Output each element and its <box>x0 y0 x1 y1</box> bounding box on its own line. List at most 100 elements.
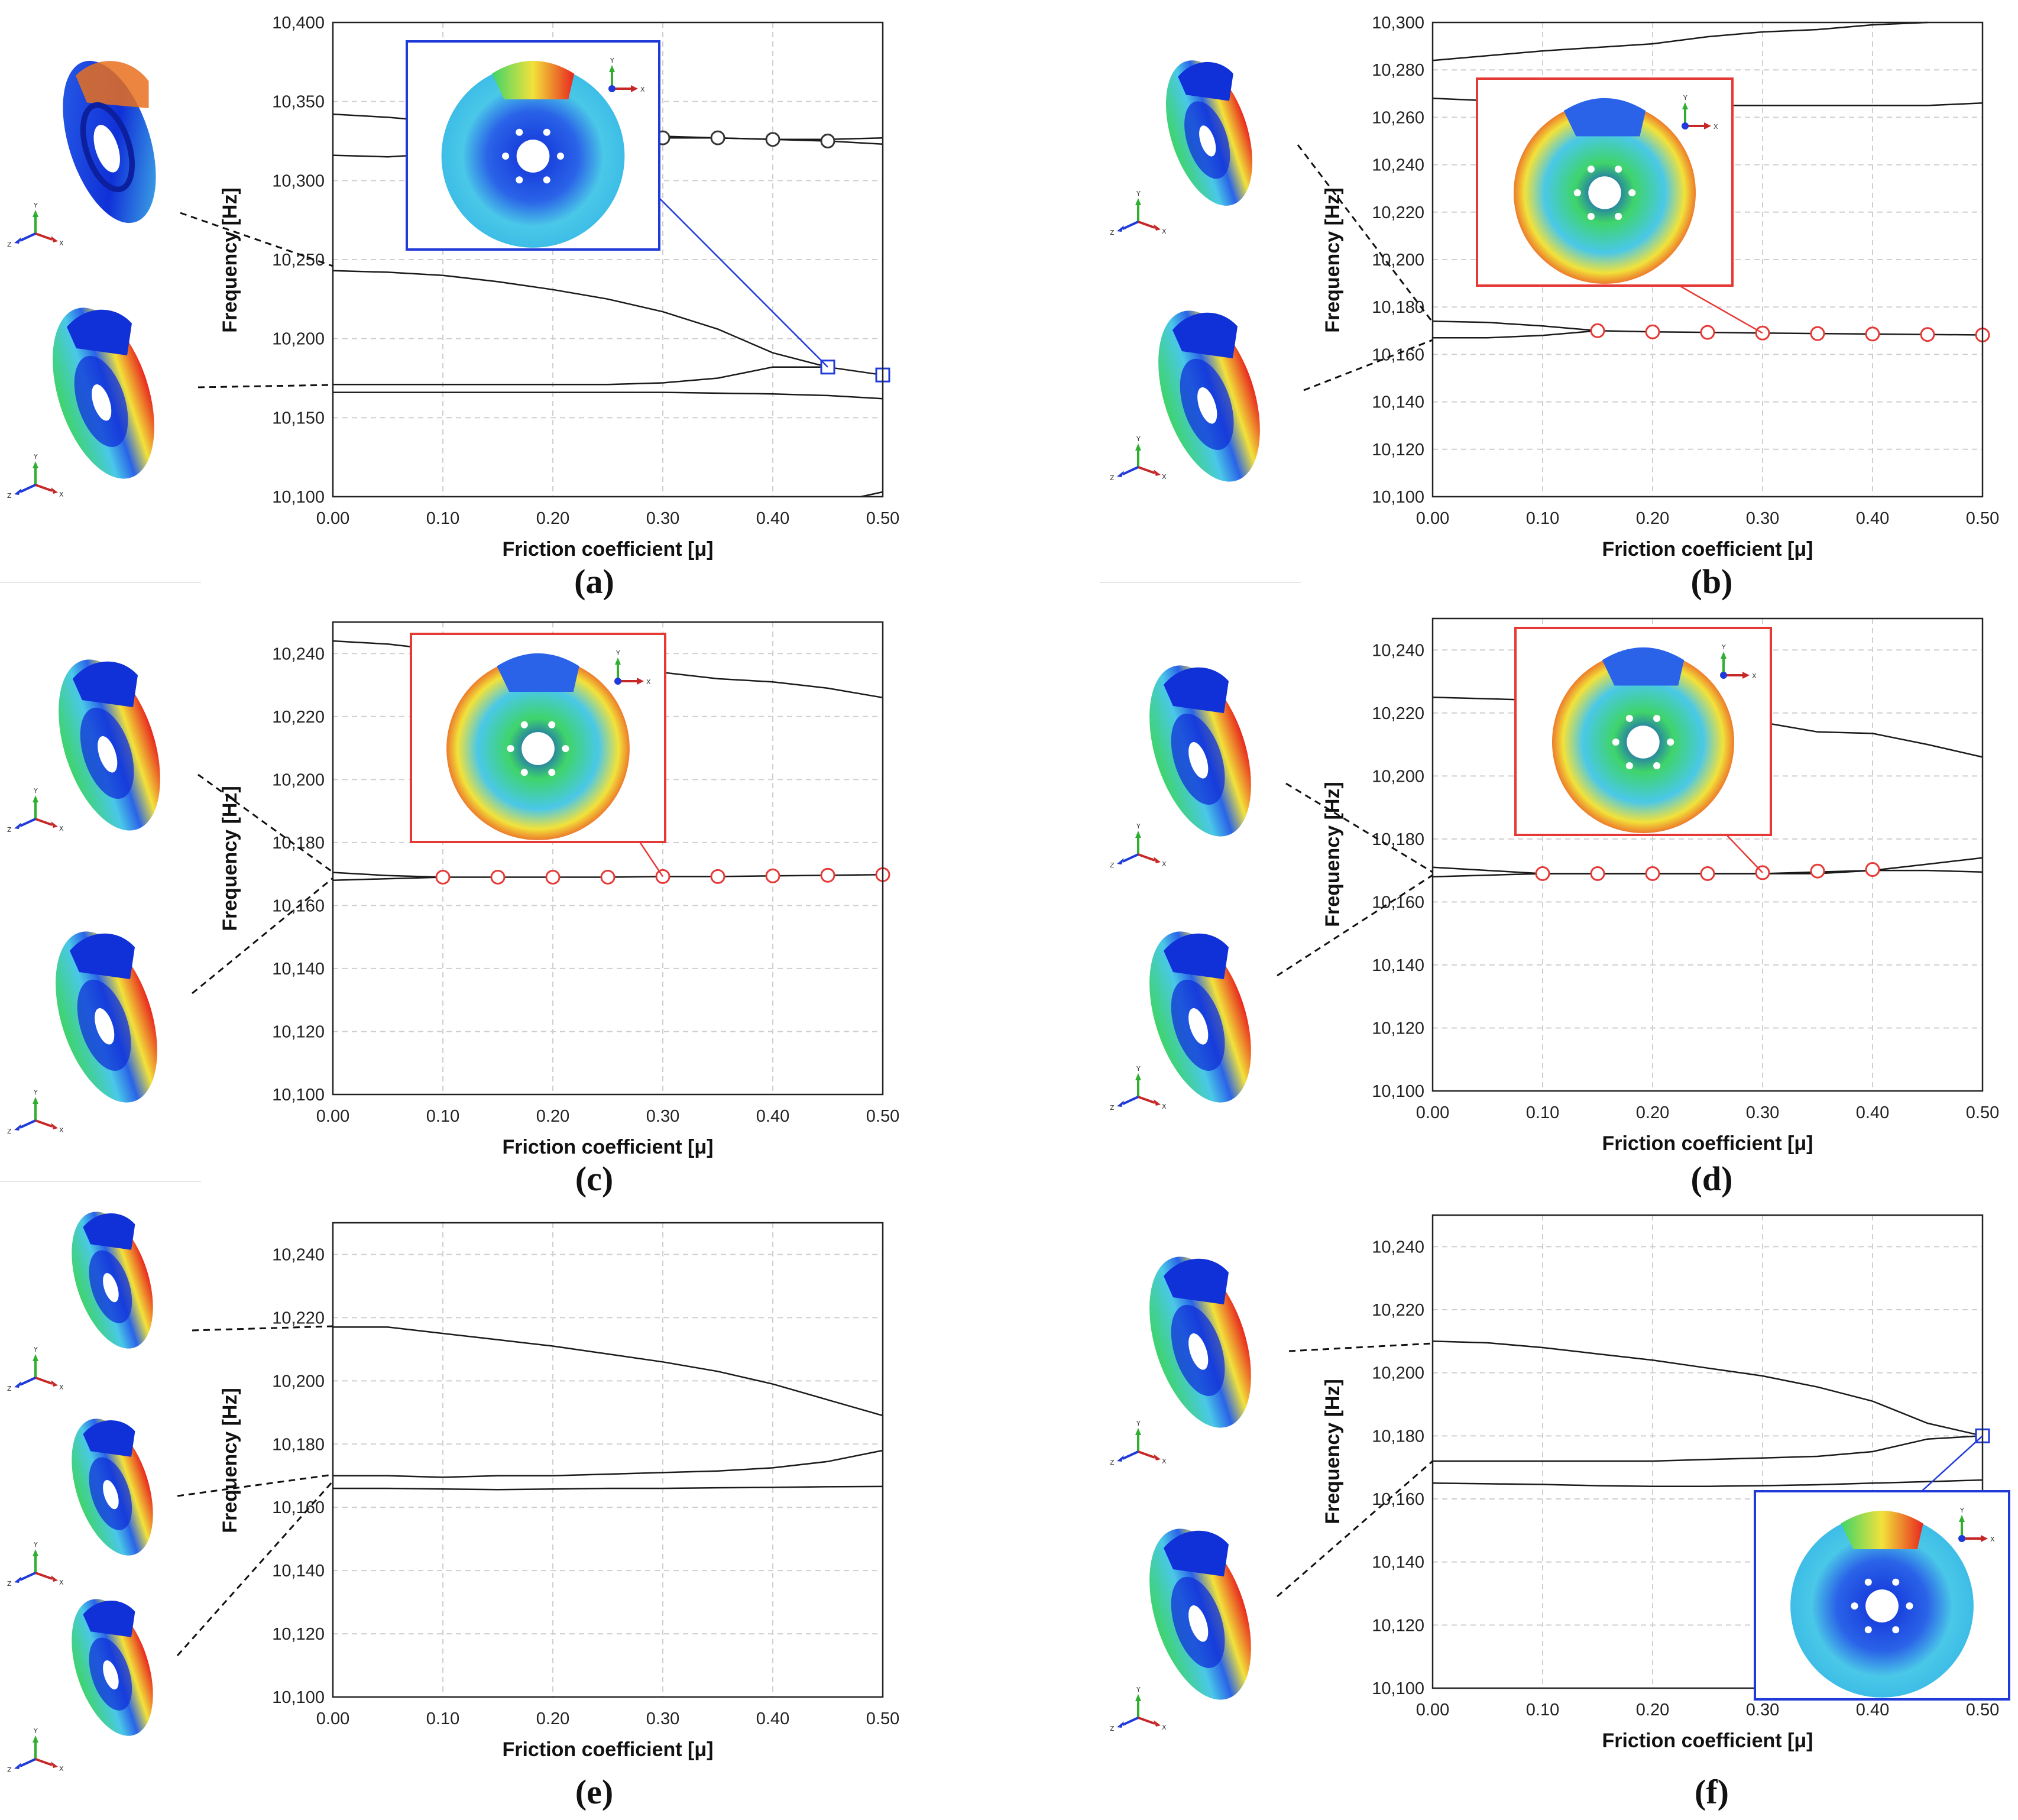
y-tick-label: 10,220 <box>1372 203 1424 222</box>
y-tick-label: 10,150 <box>272 409 325 428</box>
mode-inset-f <box>1754 1490 2010 1701</box>
mode-shape-render <box>56 1589 169 1746</box>
y-tick-label: 10,220 <box>272 1309 325 1327</box>
x-tick-label: 0.20 <box>1636 1103 1669 1122</box>
disc-bolt-hole <box>507 745 514 752</box>
mode-inset-c <box>410 633 666 843</box>
y-tick-label: 10,180 <box>1372 830 1424 849</box>
y-tick-label: 10,220 <box>1372 704 1424 723</box>
leader-line <box>1288 1342 1433 1352</box>
x-tick-label: 0.00 <box>316 1107 349 1126</box>
y-tick-label: 10,100 <box>272 1086 325 1105</box>
series-line-mode-1 <box>333 1326 883 1417</box>
leader-line <box>1303 339 1433 391</box>
axis-triad-icon <box>6 452 65 501</box>
panels: 10,10010,15010,20010,25010,30010,35010,4… <box>0 14 2010 1811</box>
leader-line <box>1297 144 1434 323</box>
x-tick-label: 0.50 <box>1966 1701 1999 1719</box>
x-tick-label: 0.50 <box>866 1107 899 1126</box>
leader-line <box>192 1325 333 1332</box>
y-tick-label: 10,240 <box>1372 156 1424 175</box>
data-point-marker <box>600 869 616 885</box>
x-tick-label: 0.10 <box>426 1107 459 1126</box>
x-tick-label: 0.50 <box>1966 1103 1999 1122</box>
x-tick-label: 0.20 <box>536 509 569 528</box>
mode-shape-render <box>1130 652 1271 850</box>
x-tick-label: 0.30 <box>1746 509 1779 528</box>
disc-bolt-hole <box>1573 189 1581 196</box>
series-line-mode-3 <box>1432 1479 1983 1487</box>
disc-bolt-hole <box>1628 189 1636 196</box>
data-point-marker <box>1865 326 1880 342</box>
y-axis-title: Frequency [Hz] <box>219 786 241 931</box>
disc-bolt-hole <box>1615 165 1622 173</box>
plot-frame <box>332 621 884 1096</box>
disc-bolt-hole <box>1625 714 1633 722</box>
caliper-pad-render <box>1602 647 1685 686</box>
axis-triad-icon <box>1109 1064 1168 1113</box>
x-tick-label: 0.40 <box>756 1107 789 1126</box>
y-tick-label: 10,160 <box>1372 893 1424 912</box>
y-tick-label: 10,100 <box>272 488 325 507</box>
inset-pointer-line <box>1679 284 1763 334</box>
data-point-marker <box>545 869 561 885</box>
data-point-marker <box>1810 326 1825 341</box>
mode-shape-render <box>36 918 177 1116</box>
disc-bolt-hole <box>1625 762 1633 770</box>
mode-shape-render <box>33 294 174 492</box>
panel-label: (a) <box>574 562 614 601</box>
axis-triad-icon <box>1109 1685 1168 1734</box>
mode-shape-render <box>1130 1243 1271 1441</box>
panel-label: (f) <box>1695 1773 1729 1811</box>
x-tick-label: 0.40 <box>756 1709 789 1728</box>
x-tick-label: 0.50 <box>1966 509 1999 528</box>
data-point-marker <box>710 130 725 145</box>
y-tick-label: 10,120 <box>272 1022 325 1041</box>
series-line-mode-3 <box>333 1485 883 1491</box>
disc-bolt-hole <box>520 769 528 776</box>
disc-bolt-hole <box>1612 739 1619 746</box>
y-tick-label: 10,120 <box>1372 1616 1424 1635</box>
axis-triad-icon <box>6 1540 65 1589</box>
x-tick-label: 0.20 <box>536 1709 569 1728</box>
disc-bolt-hole <box>502 153 510 160</box>
series-line-mode-2 <box>333 1449 883 1478</box>
y-tick-label: 10,180 <box>272 834 325 853</box>
data-point-marker <box>1645 324 1660 339</box>
mode-shape-render <box>1130 1515 1271 1713</box>
y-tick-label: 10,280 <box>1372 61 1424 80</box>
x-tick-label: 0.20 <box>1636 1701 1669 1719</box>
disc-bolt-hole <box>1587 165 1595 173</box>
y-tick-label: 10,200 <box>272 770 325 789</box>
disc-bolt-hole <box>1615 213 1622 221</box>
plot-background <box>333 1223 883 1697</box>
mode-shape-render <box>56 1408 169 1566</box>
disc-hub-hole <box>1627 726 1660 759</box>
panel-label: (d) <box>1691 1160 1733 1198</box>
x-tick-label: 0.00 <box>316 1709 349 1728</box>
x-tick-label: 0.10 <box>426 509 459 528</box>
panel-label: (b) <box>1691 562 1733 601</box>
data-point-marker <box>710 869 725 884</box>
caliper-pad-render <box>1841 1510 1923 1549</box>
disc-bolt-hole <box>516 176 523 184</box>
chart-panel-e: 10,100 10,120 10,140 10,160 10,180 10,200 10,2… <box>219 1222 899 1811</box>
plot-frame <box>1431 617 1984 1092</box>
plot-frame <box>1431 21 1984 498</box>
x-tick-label: 0.10 <box>426 1709 459 1728</box>
mode-shape-render <box>1139 297 1280 495</box>
series-line-mode-4 <box>333 366 828 386</box>
disc-hub-hole <box>1865 1589 1899 1623</box>
plot-frame <box>332 21 884 498</box>
mode-shape-render <box>39 646 180 844</box>
leader-line <box>197 384 333 388</box>
x-tick-label: 0.50 <box>866 509 899 528</box>
y-tick-label: 10,120 <box>272 1625 325 1644</box>
y-tick-label: 10,400 <box>272 14 325 33</box>
y-tick-label: 10,100 <box>1372 1082 1424 1101</box>
disc-bolt-hole <box>516 128 523 136</box>
y-tick-label: 10,260 <box>1372 108 1424 127</box>
x-tick-label: 0.00 <box>1416 509 1449 528</box>
y-tick-label: 10,140 <box>272 960 325 979</box>
y-tick-label: 10,200 <box>272 1372 325 1391</box>
